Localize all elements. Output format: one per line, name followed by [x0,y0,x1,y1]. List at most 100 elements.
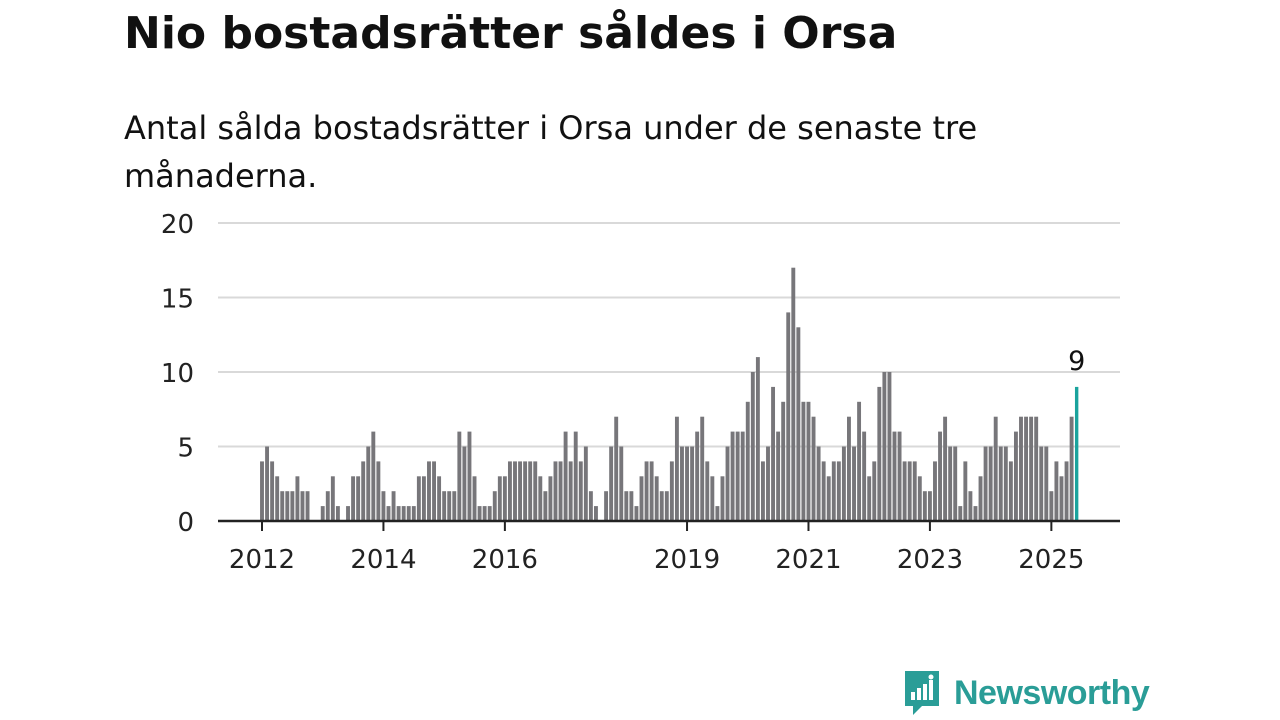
bar [265,446,270,521]
bar [604,491,609,521]
bar [447,491,452,521]
x-tick-label: 2012 [229,545,295,575]
bar [467,431,472,521]
bar [831,461,836,521]
bar [1054,461,1059,521]
bar [624,491,629,521]
y-tick-label: 5 [177,434,194,464]
bar [659,491,664,521]
bar [507,461,512,521]
bar [973,506,978,521]
y-tick-label: 20 [161,210,194,240]
bar [396,506,401,521]
bar [401,506,406,521]
chart-subtitle: Antal sålda bostadsrätter i Orsa under d… [124,109,978,195]
bar [411,506,416,521]
x-tick-label: 2016 [472,545,538,575]
bar [993,416,998,521]
bar [386,506,391,521]
bar [857,401,862,521]
bar [482,506,487,521]
bar [594,506,598,521]
bar [882,372,887,521]
bar [588,491,593,521]
bar [776,431,781,521]
y-axis-labels: 0 5 10 15 20 [161,210,194,538]
bar-chart: 0 5 10 15 20 2012 2014 2016 2019 2021 2023 2025 9 [161,210,1120,575]
bar [1049,491,1054,521]
bar [639,476,644,521]
bar [852,446,856,521]
bar [361,461,366,521]
brand-name: Newsworthy [954,673,1150,712]
bar [462,446,467,521]
bar [1069,416,1074,521]
bar [953,446,958,521]
bar [680,446,684,521]
bar [816,446,821,521]
bar [806,401,811,521]
bar [948,446,953,521]
bar [867,476,872,521]
bar [538,476,543,521]
bar [1064,461,1069,521]
bar [821,461,826,521]
bar [958,506,963,521]
bar [335,506,340,521]
bar [786,312,791,521]
bar [553,461,558,521]
bar [847,416,851,521]
bar [563,431,568,521]
bar [917,476,922,521]
newsworthy-logo[interactable]: Newsworthy [902,668,1150,718]
bar [351,476,356,521]
bar [497,476,502,521]
bar [735,431,740,521]
bar [841,446,846,521]
bar [452,491,457,521]
bar-series [260,267,1079,521]
bar [1044,446,1049,521]
bar [674,416,679,521]
bar [1019,416,1023,521]
bar [872,461,877,521]
bar [533,461,538,521]
bar [943,416,948,521]
newsworthy-icon [905,671,939,715]
bar [270,461,275,521]
bar [427,461,431,521]
bar [437,476,442,521]
bar [558,461,563,521]
bar [796,327,801,521]
bar [705,461,710,521]
bar [781,401,786,521]
bar [887,372,892,521]
bar [892,431,897,521]
bar [750,372,755,521]
annotations: 9 [1068,346,1085,377]
bar [907,461,912,521]
bar [998,446,1003,521]
bar [1029,416,1034,521]
bar [720,476,725,521]
bar [614,416,619,521]
bar [492,491,497,521]
highlight-value-label: 9 [1068,346,1085,377]
bar [978,476,983,521]
bar [260,461,264,521]
bar [654,476,659,521]
bar [548,476,553,521]
bar [381,491,386,521]
y-tick-label: 15 [161,285,194,315]
bar [1013,431,1018,521]
bar [1008,461,1013,521]
bar [912,461,917,521]
x-tick-label: 2025 [1018,545,1084,575]
bar [685,446,689,521]
bar [305,491,310,521]
bar [664,491,669,521]
bar [295,476,300,521]
bar [771,386,776,521]
bar [518,461,523,521]
x-axis: 2012 2014 2016 2019 2021 2023 2025 [218,519,1120,575]
